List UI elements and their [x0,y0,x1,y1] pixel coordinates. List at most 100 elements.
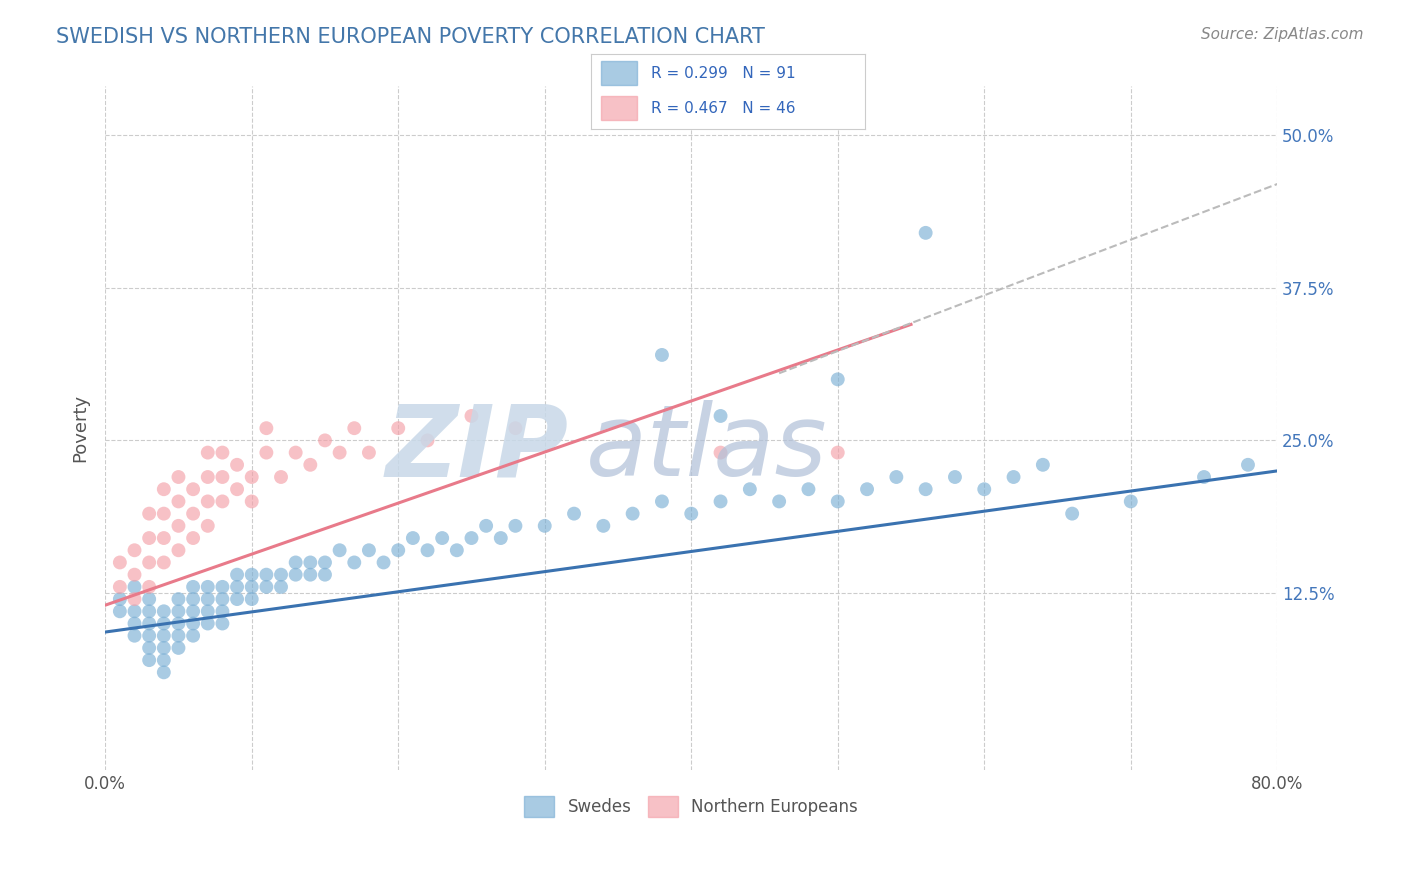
Point [153,604,176,618]
Point [197,580,219,594]
Point [211,580,233,594]
Point [197,616,219,631]
Point [153,482,176,496]
Point [138,580,160,594]
Point [314,556,336,570]
Point [416,543,439,558]
Point [827,372,849,386]
Point [153,556,176,570]
Point [197,592,219,607]
Point [108,556,131,570]
Point [562,507,585,521]
Point [299,556,322,570]
Text: R = 0.467   N = 46: R = 0.467 N = 46 [651,101,796,116]
Point [138,507,160,521]
Point [181,616,204,631]
Point [621,507,644,521]
Point [124,543,146,558]
Point [768,494,790,508]
Point [138,604,160,618]
Point [240,580,263,594]
Point [254,580,277,594]
Point [299,458,322,472]
Point [914,482,936,496]
Point [973,482,995,496]
Point [943,470,966,484]
Legend: Swedes, Northern Europeans: Swedes, Northern Europeans [517,789,865,823]
Point [270,470,292,484]
Point [153,507,176,521]
Point [153,653,176,667]
Point [505,421,527,435]
Point [284,567,307,582]
Point [211,604,233,618]
Point [709,445,731,459]
Point [1062,507,1084,521]
Point [387,421,409,435]
Point [108,580,131,594]
Point [299,567,322,582]
Point [167,592,190,607]
Point [314,434,336,448]
Point [827,494,849,508]
Point [181,482,204,496]
Point [181,592,204,607]
Text: R = 0.299   N = 91: R = 0.299 N = 91 [651,66,796,81]
Point [357,543,380,558]
Point [167,543,190,558]
Point [373,556,395,570]
Bar [602,96,637,120]
Point [181,507,204,521]
Point [167,494,190,508]
Point [856,482,879,496]
Point [505,519,527,533]
Point [181,629,204,643]
Point [270,567,292,582]
Text: atlas: atlas [586,401,827,497]
Point [138,629,160,643]
Point [226,592,249,607]
Point [402,531,425,545]
Point [167,519,190,533]
Point [181,580,204,594]
Point [329,543,352,558]
Point [197,519,219,533]
Point [254,445,277,459]
Point [153,531,176,545]
Point [211,470,233,484]
Point [709,409,731,423]
Point [138,640,160,655]
Point [416,434,439,448]
Point [226,580,249,594]
Point [914,226,936,240]
Point [738,482,761,496]
Point [343,421,366,435]
Point [1192,470,1215,484]
Point [270,580,292,594]
Point [211,494,233,508]
Text: SWEDISH VS NORTHERN EUROPEAN POVERTY CORRELATION CHART: SWEDISH VS NORTHERN EUROPEAN POVERTY COR… [56,27,765,46]
Point [430,531,453,545]
Point [709,494,731,508]
Point [240,592,263,607]
Point [651,494,673,508]
Point [314,567,336,582]
Point [167,629,190,643]
Point [167,640,190,655]
Point [886,470,908,484]
Bar [602,62,637,86]
Point [226,482,249,496]
Point [181,604,204,618]
Point [240,567,263,582]
Point [1119,494,1142,508]
Point [211,445,233,459]
Point [489,531,512,545]
Point [211,592,233,607]
Point [124,604,146,618]
Text: ZIP: ZIP [385,401,568,497]
Point [124,616,146,631]
Point [681,507,703,521]
Point [167,604,190,618]
Point [124,592,146,607]
Point [446,543,468,558]
